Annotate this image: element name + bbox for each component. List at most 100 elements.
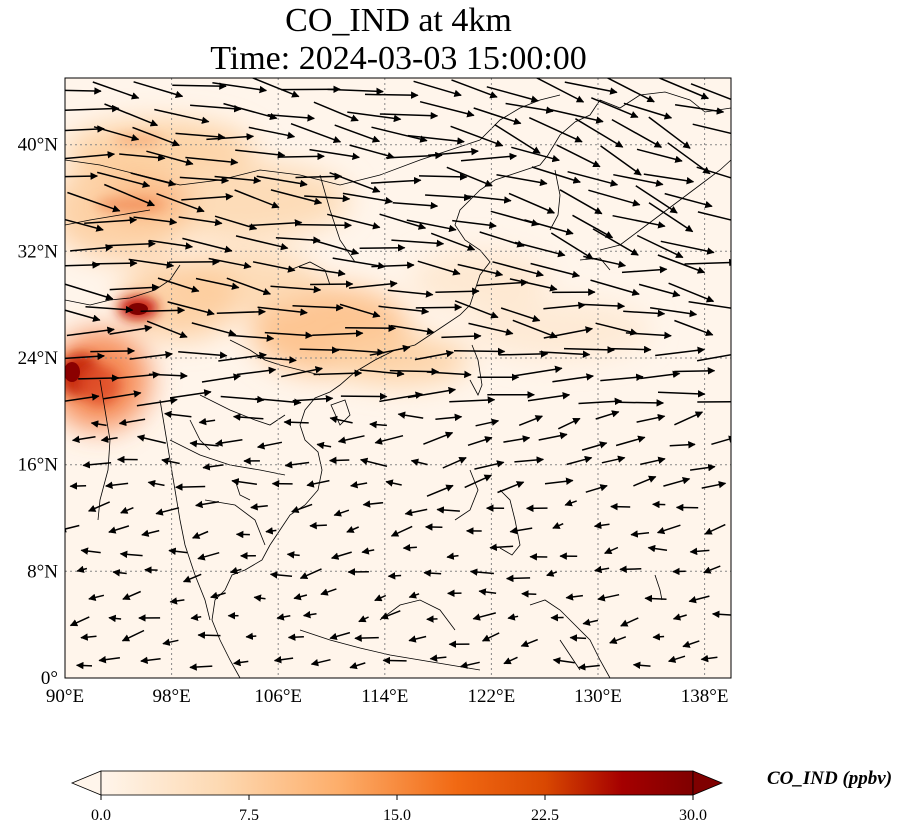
wind-arrow [105,240,156,248]
wind-arrow [543,326,594,339]
wind-arrow [415,303,463,312]
wind-arrow [692,123,731,135]
wind-arrow [192,530,209,539]
wind-arrow [512,319,558,339]
wind-arrow [296,221,352,230]
wind-arrow [201,373,242,383]
x-tick-label: 90°E [46,686,84,707]
wind-arrow [109,324,153,335]
wind-arrow [146,150,194,166]
wind-arrow [535,78,585,103]
wind-arrow [441,332,482,340]
wind-arrow [197,551,220,561]
wind-arrow [370,176,422,185]
wind-arrow [354,634,379,642]
wind-arrow [332,257,386,270]
wind-arrow [349,662,366,670]
wind-arrow [632,661,651,669]
wind-arrow [218,351,267,362]
colorbar-max-extend [692,770,724,796]
wind-arrow [84,216,138,225]
wind-arrow [550,232,594,260]
wind-arrow [511,146,560,163]
wind-arrow [65,104,120,113]
wind-arrow [229,566,242,575]
wind-arrow [80,633,97,641]
wind-arrow [267,113,315,122]
wind-arrow [387,289,434,298]
wind-arrow [140,656,161,665]
wind-arrow [625,331,672,340]
wind-arrow [423,569,442,577]
wind-arrow [299,346,340,354]
wind-arrow [248,126,296,140]
wind-arrow [154,108,210,124]
wind-arrow [442,456,467,469]
wind-arrow [601,455,626,464]
wind-arrow [312,329,364,338]
wind-arrow [572,214,614,239]
wind-arrow [169,389,212,399]
wind-arrow [277,152,325,161]
wind-arrow [109,283,160,292]
wind-arrow [459,661,480,669]
wind-arrow [214,215,258,231]
y-tick-label: 24°N [18,348,59,369]
wind-arrow [178,216,223,227]
wind-arrow [597,593,620,602]
wind-arrow [406,219,457,233]
wind-arrow [669,441,696,449]
wind-arrow [236,366,277,376]
wind-arrow [503,435,531,443]
wind-arrow [489,543,514,552]
wind-vectors [65,78,731,671]
wind-arrow [414,349,454,361]
wind-arrow [132,126,181,147]
wind-arrow [582,618,599,626]
wind-arrow [390,525,413,537]
wind-arrow [465,195,512,204]
wind-arrow [564,81,618,95]
wind-arrow [623,102,673,120]
wind-arrow [408,591,420,599]
wind-arrow [385,479,402,487]
wind-arrow [190,104,242,113]
wind-arrow [391,239,445,248]
wind-arrow [674,367,716,375]
wind-arrow [638,283,681,298]
wind-arrow [93,126,140,142]
wind-arrow [309,148,360,161]
wind-arrow [69,482,87,490]
wind-arrow [559,189,603,215]
wind-arrow [122,590,141,600]
wind-arrow [566,455,593,466]
x-tick-label: 138°E [681,686,729,707]
wind-arrow [392,201,439,210]
y-tick-label: 32°N [18,241,59,262]
wind-arrow [310,238,360,256]
y-tick-label: 16°N [18,455,59,476]
wind-arrow [148,239,194,250]
wind-arrow [446,552,459,560]
wind-arrow [67,191,121,213]
wind-arrow [552,522,564,529]
wind-arrow [141,529,160,537]
wind-arrow [273,655,294,664]
wind-arrow [674,319,714,337]
wind-arrow [636,234,684,259]
wind-arrow [647,544,668,553]
wind-arrow [253,594,266,602]
wind-arrow [643,173,695,185]
wind-arrow [402,543,417,552]
wind-arrow [304,194,351,203]
wind-arrow [429,654,447,662]
wind-arrow [380,610,401,620]
wind-arrow [623,309,666,318]
wind-arrow [521,590,537,598]
wind-arrow [640,370,681,380]
wind-arrow [497,481,525,494]
wind-arrow [136,434,166,444]
wind-arrow [518,415,543,426]
wind-arrow [313,369,363,377]
wind-arrow [609,345,652,354]
